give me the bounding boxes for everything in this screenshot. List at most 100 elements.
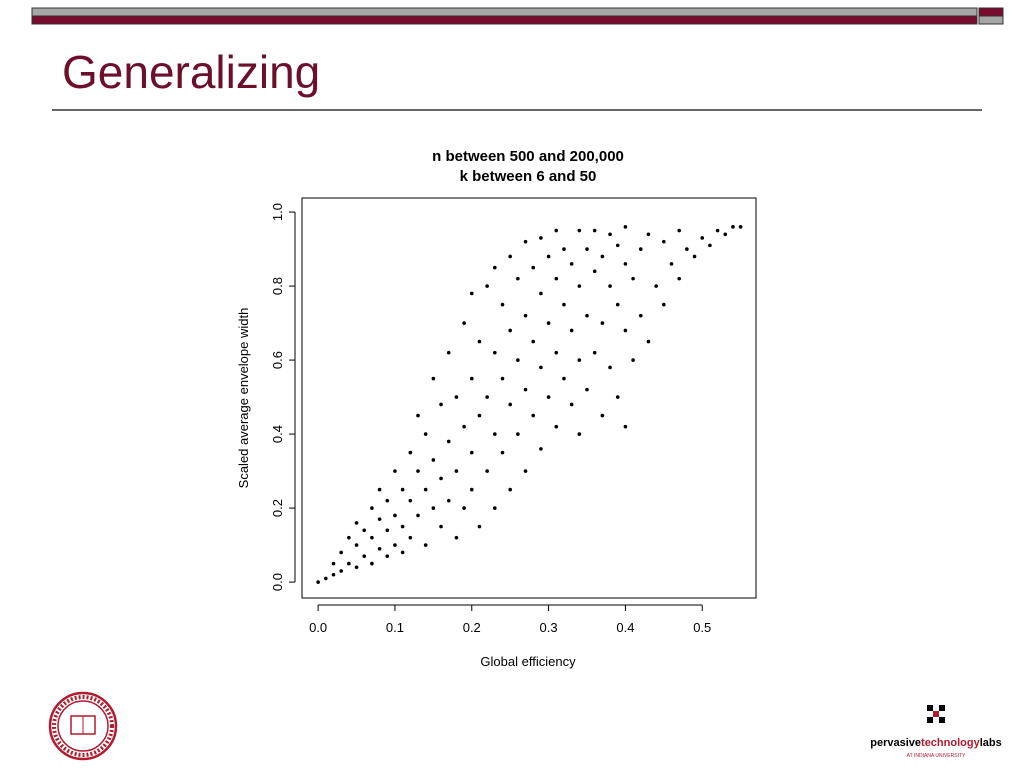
x-tick-label: 0.4 bbox=[616, 620, 634, 635]
point bbox=[577, 358, 582, 362]
point bbox=[669, 262, 674, 266]
point bbox=[485, 469, 489, 473]
ptl-logo: pervasivetechnologylabs AT INDIANA UNIVE… bbox=[870, 705, 1002, 759]
point bbox=[362, 528, 367, 533]
point bbox=[385, 554, 390, 558]
point bbox=[439, 524, 443, 529]
point bbox=[569, 262, 574, 266]
point bbox=[592, 350, 597, 355]
point bbox=[615, 243, 620, 248]
point bbox=[423, 543, 428, 547]
point bbox=[638, 247, 643, 251]
point bbox=[477, 524, 482, 529]
chart-subtitle: k between 6 and 50 bbox=[460, 168, 597, 185]
point bbox=[439, 476, 443, 481]
x-axis-label: Global efficiency bbox=[480, 654, 576, 669]
point bbox=[454, 469, 459, 473]
point bbox=[685, 247, 689, 251]
point bbox=[354, 521, 359, 525]
point bbox=[539, 447, 543, 451]
logo-name: pervasivetechnologylabs bbox=[870, 737, 1001, 749]
y-tick-label: 0.6 bbox=[270, 351, 285, 369]
point bbox=[562, 247, 566, 251]
plot-frame bbox=[301, 197, 757, 599]
point bbox=[439, 402, 443, 407]
logo-part: labs bbox=[980, 737, 1002, 749]
point bbox=[631, 358, 635, 362]
point bbox=[393, 513, 397, 518]
header-bar-maroon bbox=[31, 15, 978, 25]
point bbox=[731, 225, 735, 229]
point bbox=[385, 498, 390, 503]
point bbox=[485, 284, 489, 288]
point bbox=[708, 243, 712, 248]
point bbox=[446, 350, 451, 355]
point bbox=[531, 265, 536, 270]
point bbox=[592, 228, 597, 233]
point bbox=[608, 365, 612, 370]
point bbox=[508, 487, 512, 492]
point bbox=[377, 517, 382, 521]
point bbox=[554, 276, 559, 281]
point bbox=[408, 498, 413, 503]
point bbox=[354, 565, 359, 570]
header-bar-grey bbox=[31, 7, 978, 17]
point bbox=[600, 413, 605, 418]
point bbox=[554, 228, 559, 233]
point bbox=[393, 543, 397, 547]
point bbox=[324, 576, 328, 581]
point bbox=[638, 313, 643, 318]
point bbox=[600, 254, 605, 259]
point bbox=[662, 302, 666, 307]
point bbox=[431, 506, 436, 510]
logo-part: technology bbox=[921, 737, 981, 749]
point bbox=[569, 328, 574, 333]
point bbox=[339, 550, 343, 555]
point bbox=[539, 291, 543, 296]
point bbox=[523, 469, 528, 473]
point bbox=[508, 402, 512, 407]
point bbox=[646, 339, 651, 344]
point bbox=[577, 432, 582, 436]
point bbox=[585, 247, 589, 251]
point bbox=[523, 313, 528, 318]
point bbox=[508, 328, 512, 333]
point bbox=[562, 376, 566, 381]
point bbox=[331, 561, 336, 566]
point bbox=[631, 276, 635, 281]
point bbox=[370, 535, 374, 540]
point bbox=[446, 439, 451, 444]
point bbox=[462, 506, 466, 510]
point bbox=[431, 458, 436, 462]
point bbox=[585, 313, 589, 318]
point bbox=[692, 254, 697, 259]
point bbox=[347, 561, 351, 566]
point bbox=[531, 413, 536, 418]
point bbox=[654, 284, 658, 288]
point bbox=[462, 321, 466, 325]
point bbox=[354, 543, 359, 547]
point bbox=[370, 561, 374, 566]
point bbox=[431, 376, 436, 381]
point bbox=[370, 506, 374, 510]
point bbox=[723, 232, 728, 237]
point bbox=[385, 528, 390, 533]
point bbox=[500, 450, 505, 455]
point bbox=[623, 225, 628, 229]
x-tick-label: 0.3 bbox=[540, 620, 558, 635]
point bbox=[331, 572, 336, 577]
point bbox=[408, 535, 413, 540]
point bbox=[539, 365, 543, 370]
point bbox=[516, 276, 520, 281]
point bbox=[377, 546, 382, 551]
point bbox=[393, 469, 397, 473]
point bbox=[493, 265, 497, 270]
point bbox=[585, 387, 589, 392]
y-axis-label: Scaled average envelope width bbox=[236, 308, 251, 489]
point bbox=[646, 232, 651, 237]
point bbox=[523, 239, 528, 244]
point bbox=[677, 276, 681, 281]
point bbox=[700, 236, 705, 240]
point bbox=[493, 432, 497, 436]
point bbox=[562, 302, 566, 307]
